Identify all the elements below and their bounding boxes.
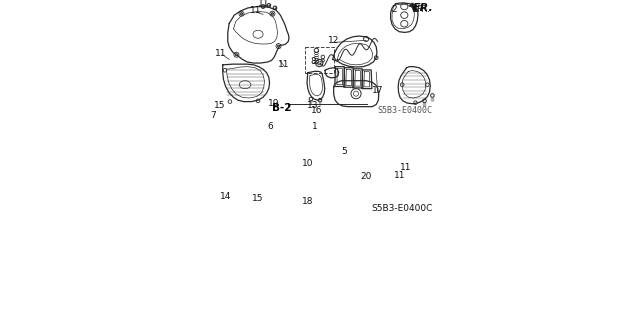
Text: 5: 5	[341, 147, 347, 156]
Bar	[305, 47, 335, 73]
Text: 11: 11	[400, 163, 412, 172]
Text: 15: 15	[214, 101, 225, 110]
Circle shape	[278, 45, 280, 47]
Circle shape	[236, 54, 237, 56]
Text: 16: 16	[312, 107, 323, 116]
Text: 11: 11	[394, 171, 405, 180]
Text: 13: 13	[307, 101, 319, 110]
Text: 11: 11	[250, 5, 262, 15]
Text: 8: 8	[310, 58, 316, 67]
Circle shape	[271, 12, 273, 15]
Text: 14: 14	[220, 192, 231, 201]
Text: 19: 19	[268, 99, 280, 108]
Text: FR.: FR.	[417, 4, 430, 13]
Text: S5B3-E0400C: S5B3-E0400C	[377, 107, 432, 116]
Polygon shape	[410, 3, 418, 12]
Text: 12: 12	[328, 36, 339, 45]
Text: 17: 17	[372, 86, 383, 95]
Text: 7: 7	[210, 111, 216, 120]
Text: 20: 20	[360, 172, 372, 181]
Text: 18: 18	[302, 196, 314, 205]
Circle shape	[241, 12, 243, 15]
Text: S5B3-E0400C: S5B3-E0400C	[371, 204, 433, 213]
Text: 11: 11	[278, 60, 290, 68]
Text: 6: 6	[268, 122, 273, 131]
Text: 2: 2	[391, 4, 397, 13]
Text: 11: 11	[215, 49, 227, 58]
Text: FR.: FR.	[413, 3, 434, 13]
Text: 15: 15	[252, 194, 264, 203]
Text: B-2: B-2	[273, 103, 292, 113]
Text: 10: 10	[302, 159, 314, 168]
Text: 1: 1	[312, 122, 317, 131]
Text: 11: 11	[259, 0, 270, 8]
